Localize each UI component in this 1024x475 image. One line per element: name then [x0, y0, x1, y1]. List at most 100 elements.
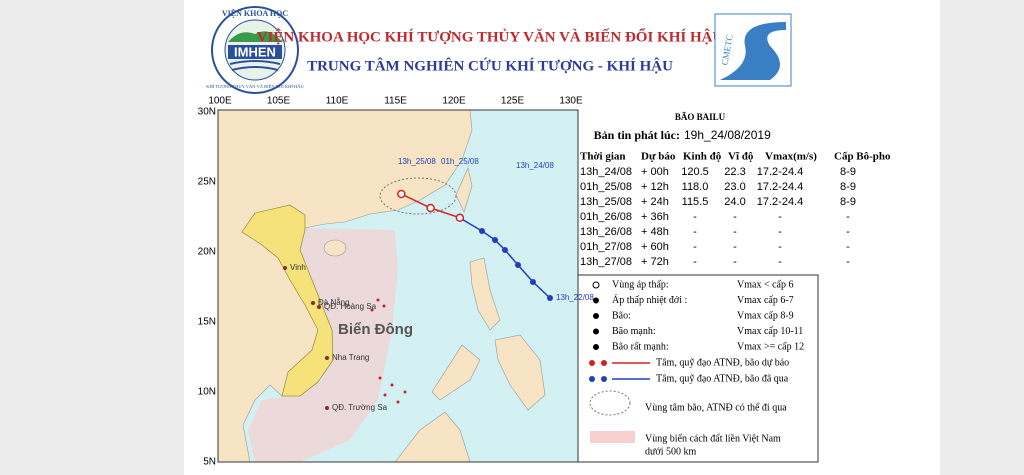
- table-cell: -: [846, 241, 850, 253]
- legend-label: Bão rất mạnh:: [612, 341, 669, 352]
- table-cell: 17.2-24.4: [757, 181, 803, 193]
- table-cell: 13h_24/08: [580, 166, 632, 178]
- legend-symbol: [593, 328, 599, 335]
- table-cell: 22.3: [724, 166, 745, 178]
- table-cell: 24.0: [724, 196, 745, 208]
- mindanao: [494, 334, 546, 411]
- legend-zone: [590, 431, 635, 443]
- table-cell: -: [778, 211, 782, 223]
- table-cell: 115.5: [682, 196, 709, 208]
- table-cell: -: [778, 256, 782, 268]
- islands: [370, 298, 407, 404]
- table-header: Cấp Bô-pho: [834, 151, 891, 163]
- issued-time: 19h_24/08/2019: [684, 128, 771, 142]
- place-label: Vinh: [290, 263, 306, 272]
- track-label: 01h_25/08: [441, 157, 479, 166]
- legend-label: Bão:: [612, 310, 631, 321]
- table-cell: 13h_26/08: [580, 226, 632, 238]
- legend-cone: [589, 390, 631, 416]
- table-cell: 8-9: [840, 166, 856, 178]
- table-header: Vmax(m/s): [765, 151, 817, 163]
- lat-label: 20N: [198, 247, 216, 258]
- legend-vmax: Vmax cấp 10-11: [737, 326, 803, 337]
- table-cell: 120.5: [681, 166, 709, 178]
- legend-frame: [577, 274, 819, 463]
- forecast-point: [397, 189, 406, 199]
- legend-label: Vùng áp thấp:: [612, 279, 669, 290]
- place-dot: [317, 305, 321, 309]
- legend-dot: [589, 376, 595, 382]
- legend-label: Vùng biển cách đất liền Việt Nam: [645, 433, 781, 444]
- table-header: Vĩ độ: [728, 151, 754, 163]
- place-label: Biển Đông: [338, 321, 413, 338]
- place-dot: [311, 301, 315, 305]
- cone: [379, 177, 457, 215]
- legend-dot: [601, 376, 607, 382]
- table-cell: 8-9: [840, 181, 856, 193]
- lon-label: 125E: [501, 96, 525, 107]
- lon-label: 105E: [267, 96, 291, 107]
- table-cell: 17.2-24.4: [757, 196, 803, 208]
- issued-label: Bản tin phát lúc:: [594, 128, 680, 142]
- hainan: [323, 239, 347, 257]
- place-dot: [325, 406, 329, 410]
- center-title: TRUNG TÂM NGHIÊN CỨU KHÍ TƯỢNG - KHÍ HẬU: [307, 57, 673, 74]
- logo-bottom: KHÍ TƯỢNG THỦY VĂN VÀ BIẾN ĐỔI KHÍ HẬU: [206, 84, 304, 89]
- lat-label: 15N: [198, 317, 216, 328]
- lat-label: 5N: [203, 457, 216, 468]
- logo-top: VIỆN KHOA HỌC: [222, 9, 288, 18]
- table-cell: 01h_26/08: [580, 211, 632, 223]
- imhen-logo: VIỆN KHOA HỌC IMHEN KHÍ TƯỢNG THỦY VĂN V…: [206, 6, 304, 94]
- past-points: [479, 228, 553, 301]
- table-cell: 13h_25/08: [580, 196, 632, 208]
- table-header: Dự báo: [641, 151, 676, 163]
- legend-label: Tâm, quỹ đạo ATNĐ, bão đã qua: [656, 373, 789, 384]
- table-cell: 01h_27/08: [580, 241, 632, 253]
- legend-vmax: Vmax cấp 6-7: [737, 295, 794, 306]
- luzon: [469, 257, 501, 331]
- table-cell: 01h_25/08: [580, 181, 632, 193]
- table-cell: -: [778, 241, 782, 253]
- taiwan: [455, 167, 473, 213]
- near-shore-zone: [248, 228, 398, 462]
- place-label: Nha Trang: [332, 353, 369, 362]
- track-label: 13h_22/08: [556, 293, 594, 302]
- table-cell: + 60h: [641, 241, 669, 253]
- legend-dot: [589, 360, 595, 366]
- table-cell: 118.0: [682, 181, 709, 193]
- table-cell: -: [733, 241, 737, 253]
- table-cell: + 24h: [641, 196, 669, 208]
- vietnam: [241, 204, 334, 397]
- table-cell: 8-9: [840, 196, 856, 208]
- table-cell: -: [693, 226, 697, 238]
- place-label: Đà Nẵng: [318, 298, 350, 307]
- legend-label: Bão mạnh:: [612, 326, 656, 337]
- lat-label: 25N: [198, 177, 216, 188]
- table-cell: -: [846, 256, 850, 268]
- table-header: Kinh độ: [683, 151, 722, 163]
- storm-name: BÃO BAILU: [675, 112, 726, 122]
- legend-vmax: Vmax cấp 8-9: [737, 310, 794, 321]
- legend-symbol: [593, 313, 599, 319]
- forecast-point: [455, 213, 465, 223]
- table-cell: -: [733, 256, 737, 268]
- table-cell: + 48h: [641, 226, 669, 238]
- place-dot: [325, 356, 329, 360]
- table-cell: -: [693, 241, 697, 253]
- legend-label: Vùng tâm bão, ATNĐ có thể đi qua: [645, 402, 787, 413]
- place-label: QĐ. Trường Sa: [332, 403, 388, 412]
- table-cell: -: [778, 226, 782, 238]
- place-dot: [283, 266, 287, 270]
- table-cell: -: [693, 256, 697, 268]
- logo-name: IMHEN: [234, 44, 276, 59]
- table-cell: 13h_27/08: [580, 256, 632, 268]
- cmetc-logo: CMETC: [714, 13, 792, 87]
- table-cell: -: [733, 226, 737, 238]
- lon-label: 100E: [208, 96, 232, 107]
- legend-label: Áp thấp nhiệt đới :: [612, 294, 687, 306]
- lon-label: 110E: [326, 96, 349, 107]
- institute-title: VIỆN KHOA HỌC KHÍ TƯỢNG THỦY VĂN VÀ BIẾN…: [257, 27, 724, 45]
- table-header: Thời gian: [580, 151, 626, 163]
- palawan: [431, 344, 481, 401]
